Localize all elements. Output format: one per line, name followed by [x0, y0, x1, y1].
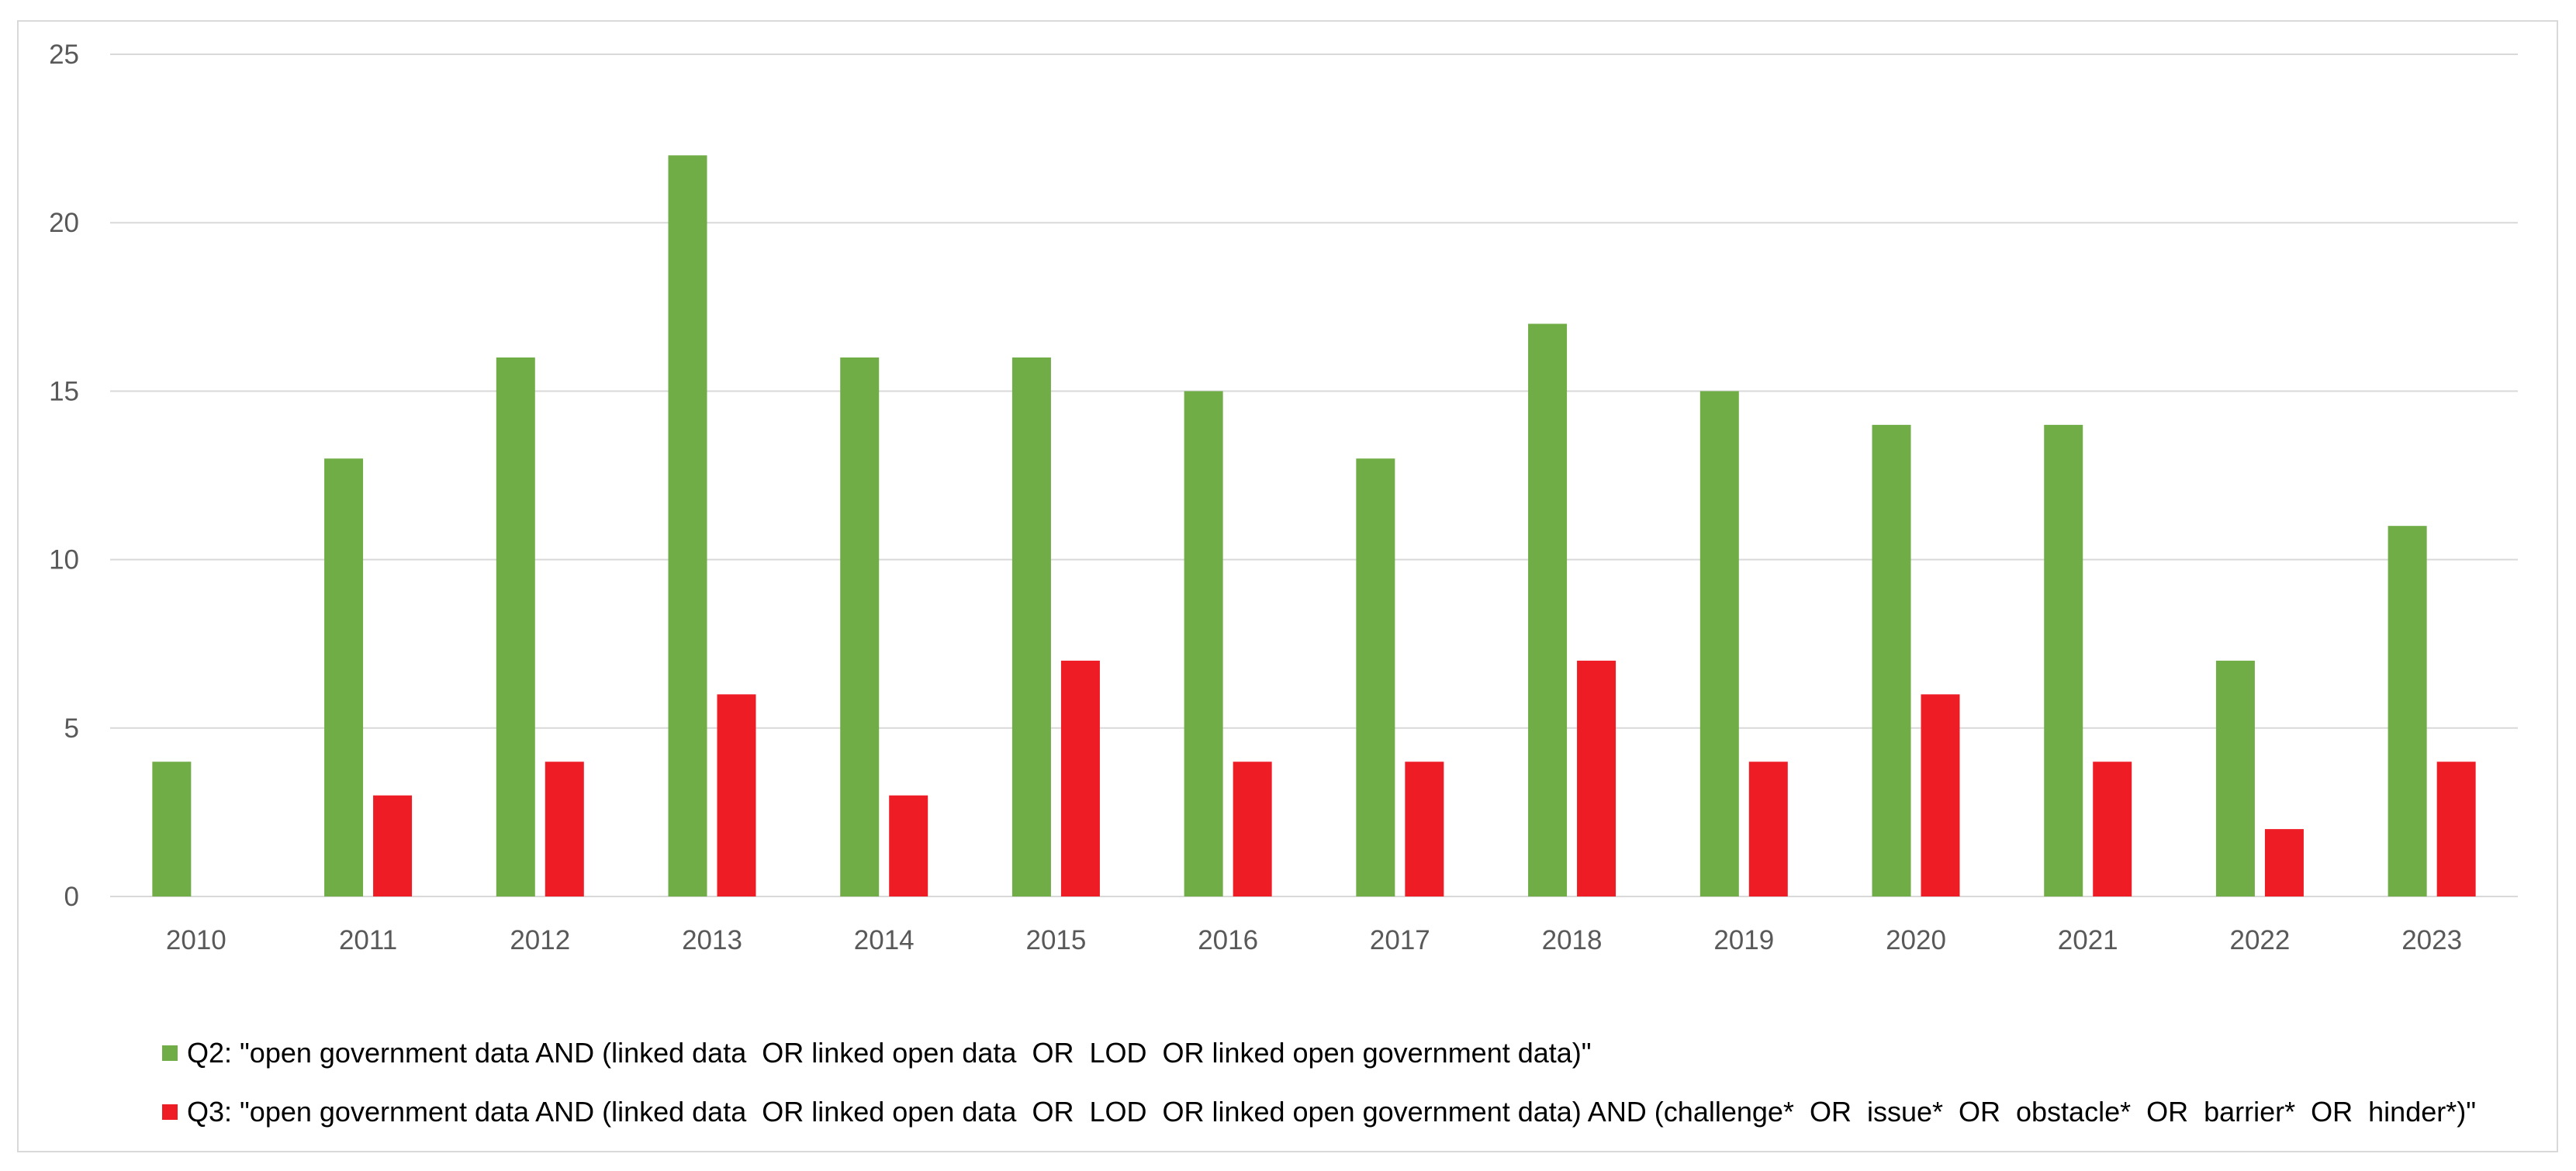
- bar-q2-2023: [2388, 526, 2427, 896]
- legend-item-q2: Q2: "open government data AND (linked da…: [162, 1030, 2476, 1076]
- bar-q3-2019: [1748, 762, 1788, 896]
- legend-swatch-q2: [162, 1045, 178, 1061]
- y-axis-ticks: 0 5 10 15 20 25: [49, 40, 79, 912]
- x-tick-label-2011: 2011: [339, 925, 397, 955]
- legend-label-q2: Q2: "open government data AND (linked da…: [187, 1037, 1592, 1069]
- legend: Q2: "open government data AND (linked da…: [162, 1030, 2476, 1148]
- bar-q2-2021: [2044, 424, 2083, 896]
- bar-q3-2021: [2093, 762, 2132, 896]
- bar-q2-2011: [324, 458, 364, 896]
- bar-q3-2013: [717, 694, 756, 896]
- bar-q2-2018: [1528, 323, 1568, 896]
- bar-q3-2014: [889, 795, 928, 896]
- legend-item-q3: Q3: "open government data AND (linked da…: [162, 1089, 2476, 1135]
- bar-q3-2023: [2436, 762, 2476, 896]
- y-tick-label-0: 0: [64, 882, 79, 912]
- bar-q3-2016: [1233, 762, 1272, 896]
- bars: [152, 155, 2476, 897]
- bar-q3-2022: [2264, 829, 2304, 896]
- bar-q3-2020: [1921, 694, 1960, 896]
- bar-q2-2022: [2215, 660, 2255, 896]
- legend-label-q3: Q3: "open government data AND (linked da…: [187, 1096, 2476, 1128]
- bar-q3-2015: [1060, 660, 1100, 896]
- legend-swatch-q3: [162, 1104, 178, 1120]
- x-tick-label-2023: 2023: [2401, 925, 2462, 955]
- x-tick-label-2010: 2010: [166, 925, 226, 955]
- bar-q3-2018: [1577, 660, 1616, 896]
- bar-q2-2020: [1872, 424, 1911, 896]
- y-tick-label-25: 25: [49, 40, 79, 70]
- x-tick-label-2012: 2012: [510, 925, 570, 955]
- bar-q3-2017: [1405, 762, 1444, 896]
- x-tick-label-2018: 2018: [1542, 925, 1603, 955]
- x-tick-label-2017: 2017: [1370, 925, 1430, 955]
- x-axis-ticks: 2010 2011 2012 2013 2014 2015 2016 2017 2018 2019…: [166, 925, 2462, 955]
- bar-q3-2011: [373, 795, 413, 896]
- bar-q2-2016: [1184, 391, 1223, 896]
- x-tick-label-2020: 2020: [1886, 925, 1946, 955]
- x-tick-label-2019: 2019: [1713, 925, 1774, 955]
- x-tick-label-2015: 2015: [1025, 925, 1086, 955]
- x-tick-label-2014: 2014: [854, 925, 915, 955]
- bar-q3-2012: [545, 762, 584, 896]
- bar-q2-2015: [1011, 357, 1051, 897]
- x-tick-label-2016: 2016: [1198, 925, 1258, 955]
- bar-q2-2012: [496, 357, 535, 897]
- bar-q2-2013: [668, 155, 707, 896]
- y-tick-label-20: 20: [49, 208, 79, 238]
- chart-frame: 0 5 10 15 20 25 2010 2011 2012 2013 2014 2015 2016 2…: [17, 20, 2558, 1152]
- x-tick-label-2013: 2013: [682, 925, 742, 955]
- x-tick-label-2021: 2021: [2058, 925, 2118, 955]
- bar-q2-2017: [1356, 458, 1395, 896]
- bar-q2-2010: [152, 762, 192, 896]
- y-tick-label-5: 5: [64, 713, 79, 744]
- gridlines: [110, 54, 2518, 897]
- x-tick-label-2022: 2022: [2229, 925, 2290, 955]
- y-tick-label-15: 15: [49, 376, 79, 406]
- bar-q2-2019: [1699, 391, 1739, 896]
- y-tick-label-10: 10: [49, 545, 79, 575]
- bar-q2-2014: [840, 357, 880, 897]
